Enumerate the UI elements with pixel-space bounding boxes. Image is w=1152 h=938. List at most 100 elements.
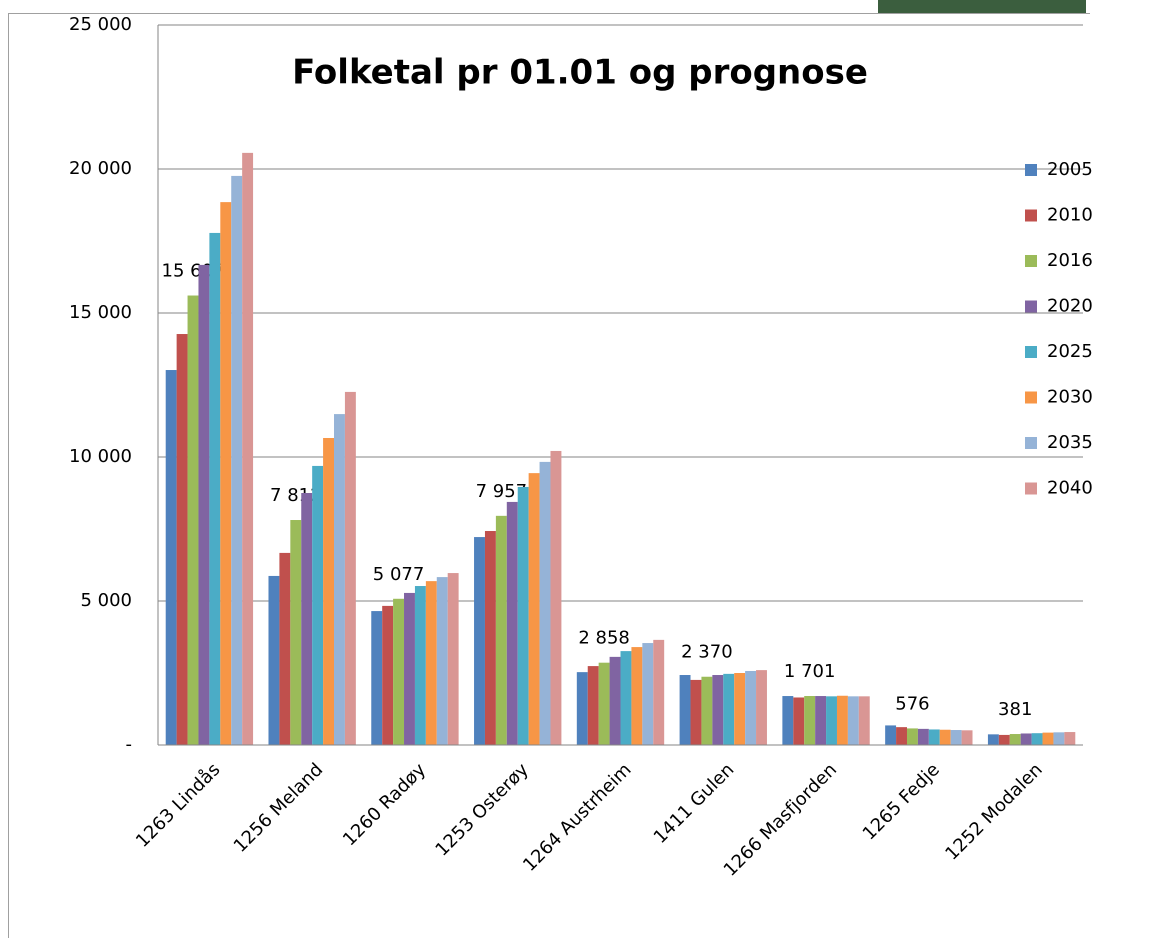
bar <box>826 696 837 745</box>
bar <box>653 639 665 745</box>
bar <box>382 605 394 745</box>
bar <box>484 531 496 745</box>
bar <box>793 697 805 745</box>
chart-title: Folketal pr 01.01 og prognose <box>292 53 868 93</box>
legend-swatch <box>1025 255 1037 267</box>
bar <box>1053 732 1065 745</box>
bar <box>209 232 221 745</box>
bar <box>344 391 356 745</box>
bar <box>896 727 907 745</box>
bar <box>242 152 254 745</box>
bar <box>961 730 973 745</box>
bar <box>393 598 405 745</box>
bar <box>312 465 324 745</box>
bar <box>1031 733 1043 745</box>
bar <box>165 370 177 745</box>
bar <box>836 695 848 745</box>
legend-label: 2005 <box>1047 159 1093 180</box>
bar <box>906 728 918 745</box>
bar <box>517 486 529 745</box>
bar <box>220 202 232 745</box>
bar <box>745 670 757 745</box>
bar <box>712 675 724 745</box>
bar <box>690 679 702 745</box>
bar <box>176 334 188 745</box>
bar <box>323 437 335 745</box>
bar <box>576 672 588 745</box>
bar <box>917 728 929 745</box>
data-label: 2 370 <box>681 642 733 663</box>
y-tick-label: - <box>126 734 133 755</box>
data-label: 381 <box>998 699 1032 720</box>
bar <box>987 734 999 745</box>
data-label: 2 858 <box>578 628 630 649</box>
bar <box>701 676 713 745</box>
legend-label: 2030 <box>1047 387 1093 408</box>
bar <box>587 666 599 745</box>
x-tick-label: 1260 Radøy <box>339 759 430 850</box>
bar <box>631 647 643 745</box>
bar <box>1020 733 1032 745</box>
legend-label: 2020 <box>1047 296 1093 317</box>
bar <box>436 577 448 745</box>
bar <box>620 651 632 745</box>
bar <box>539 461 551 745</box>
bar <box>447 573 459 745</box>
x-tick-label: 1264 Austrheim <box>519 759 636 876</box>
bar <box>998 734 1010 745</box>
bar <box>804 696 816 745</box>
x-tick-label: 1411 Gulen <box>650 759 739 848</box>
bar <box>279 552 291 745</box>
bar <box>609 656 621 745</box>
bar <box>723 673 735 745</box>
bar <box>550 450 562 745</box>
bar <box>928 729 940 745</box>
y-tick-label: 5 000 <box>80 590 132 611</box>
bar <box>815 696 827 745</box>
bar <box>734 673 746 745</box>
bar <box>782 696 794 745</box>
x-tick-label: 1253 Osterøy <box>431 759 533 861</box>
data-label: 7 957 <box>476 481 528 502</box>
decoration-bar <box>878 0 1086 13</box>
bar <box>598 662 610 745</box>
y-tick-label: 10 000 <box>69 446 132 467</box>
legend-swatch <box>1025 346 1037 358</box>
bar <box>950 730 962 745</box>
bar <box>1042 732 1054 745</box>
legend-swatch <box>1025 209 1037 222</box>
x-tick-label: 1266 Masfjorden <box>720 759 841 880</box>
bar <box>642 643 654 745</box>
bar <box>404 592 415 745</box>
bar <box>1064 732 1076 745</box>
bar <box>858 696 870 745</box>
legend-swatch <box>1025 164 1037 176</box>
bar <box>495 515 507 745</box>
bar <box>334 414 345 745</box>
y-tick-label: 20 000 <box>69 158 132 179</box>
bar <box>414 586 426 745</box>
bar <box>198 264 210 745</box>
x-tick-label: 1252 Modalen <box>941 759 1046 864</box>
legend-swatch <box>1025 482 1037 495</box>
legend-swatch <box>1025 437 1037 449</box>
y-tick-label: 15 000 <box>69 302 132 323</box>
bar <box>231 175 243 746</box>
bar <box>187 295 199 745</box>
bar <box>528 473 540 745</box>
legend-label: 2025 <box>1047 341 1093 362</box>
legend-label: 2016 <box>1047 250 1093 271</box>
data-label: 5 077 <box>373 564 425 585</box>
bar <box>474 537 485 745</box>
bar <box>268 575 280 745</box>
x-tick-label: 1265 Fedje <box>859 759 944 844</box>
bar <box>756 670 767 745</box>
bar <box>939 729 951 745</box>
bar <box>506 501 518 745</box>
data-label: 576 <box>895 693 929 714</box>
bar <box>425 581 437 745</box>
bar <box>885 725 897 745</box>
y-tick-label: 25 000 <box>69 14 132 35</box>
bar <box>1009 734 1021 745</box>
